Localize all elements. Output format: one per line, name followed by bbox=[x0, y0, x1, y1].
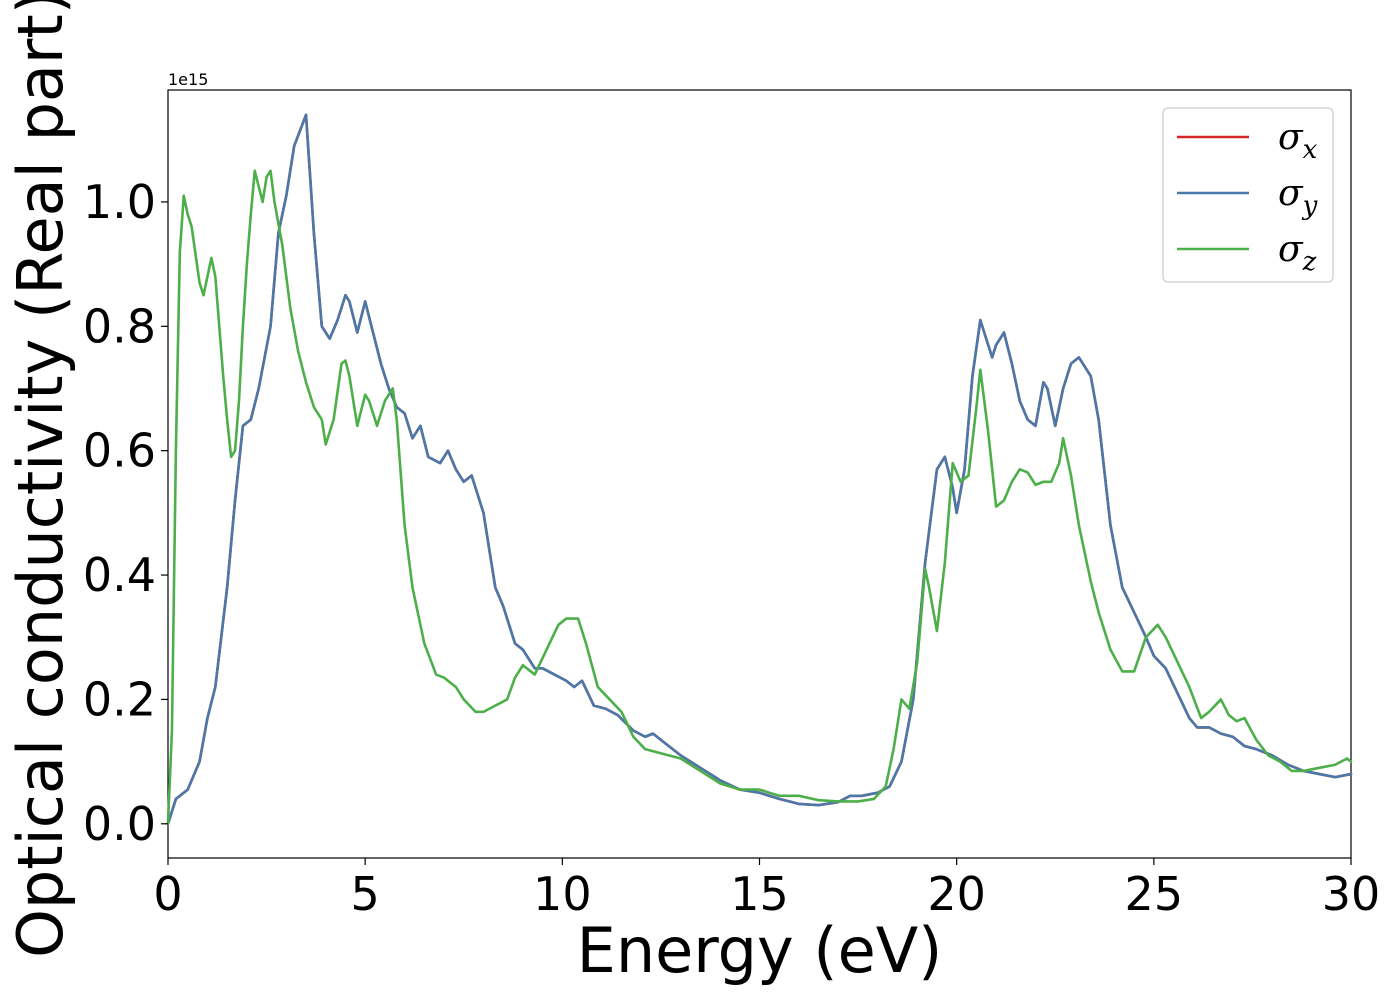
x-axis-label: Energy (eV) bbox=[577, 914, 943, 987]
y-tick-label: 1.0 bbox=[83, 175, 156, 229]
x-tick-label: 15 bbox=[730, 867, 789, 921]
y-tick-label: 0.8 bbox=[83, 299, 156, 353]
series-line-z bbox=[166, 169, 1353, 826]
x-tick-label: 5 bbox=[351, 867, 380, 921]
x-tick-label: 25 bbox=[1125, 867, 1184, 921]
x-tick-label: 0 bbox=[153, 867, 182, 921]
y-offset-label: 1e15 bbox=[168, 70, 208, 89]
y-ticks: 0.0 0.2 0.4 0.6 0.8 1.0 bbox=[83, 175, 168, 851]
series-line-y bbox=[166, 113, 1353, 826]
x-ticks: 0 5 10 15 20 25 30 bbox=[153, 858, 1380, 921]
y-axis-label: Optical conductivity (Real part) bbox=[4, 0, 77, 958]
y-tick-label: 0.4 bbox=[83, 548, 156, 602]
legend-frame bbox=[1162, 107, 1334, 283]
x-tick-label: 20 bbox=[927, 867, 986, 921]
plot-area: 0 5 10 15 20 25 30 0.0 0.2 0.4 0.6 0.8 1.0 1e15 bbox=[83, 70, 1380, 921]
x-tick-label: 10 bbox=[533, 867, 592, 921]
x-tick-label: 30 bbox=[1322, 867, 1381, 921]
series-layer bbox=[166, 113, 1353, 826]
y-tick-label: 0.6 bbox=[83, 424, 156, 478]
y-tick-label: 0.2 bbox=[83, 672, 156, 726]
y-tick-label: 0.0 bbox=[83, 797, 156, 851]
